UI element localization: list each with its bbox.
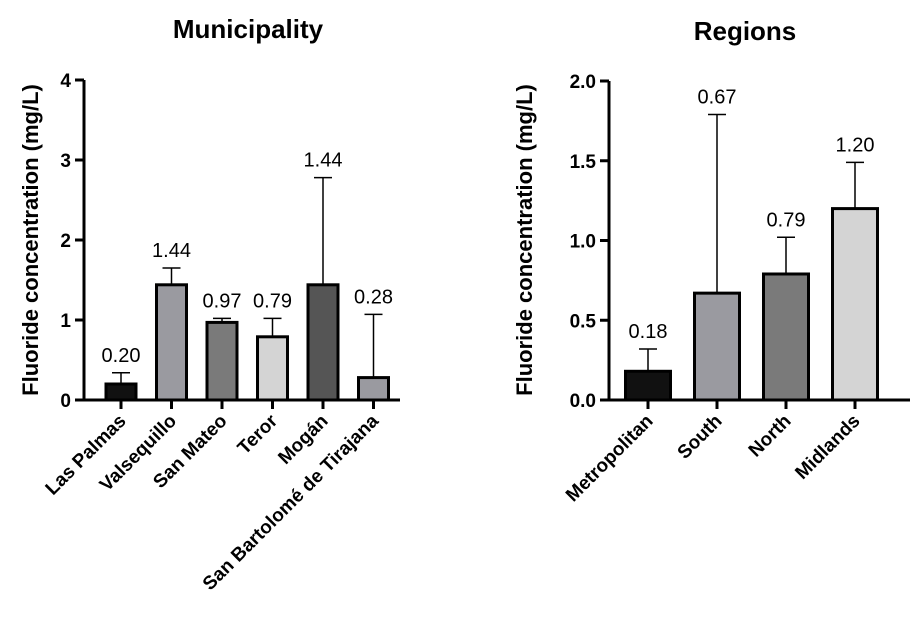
- y-tick-label: 1: [60, 311, 71, 332]
- y-tick-label: 4: [60, 71, 71, 92]
- regions-chart-panel: Regions Fluoride concentration (mg/L) 0.…: [512, 16, 910, 506]
- y-tick-label: 1.5: [570, 152, 597, 173]
- data-label: 1.44: [304, 150, 343, 172]
- bar: [357, 376, 390, 402]
- y-tick-label: 0.5: [570, 311, 597, 332]
- x-tick-label: North: [745, 411, 796, 462]
- y-axis-label: Fluoride concentration (mg/L): [512, 84, 537, 396]
- y-axis-label: Fluoride concentration (mg/L): [18, 84, 43, 396]
- data-label: 0.97: [203, 290, 242, 312]
- chart-title: Regions: [694, 16, 797, 46]
- data-label: 0.79: [767, 209, 806, 231]
- data-label: 1.20: [836, 134, 875, 156]
- y-tick-label: 0: [60, 391, 71, 412]
- y-tick-label: 1.0: [570, 232, 596, 253]
- bar: [155, 283, 188, 402]
- y-tick-label: 2: [60, 231, 71, 252]
- data-label: 0.20: [102, 345, 141, 367]
- chart-title: Municipality: [173, 14, 324, 44]
- municipality-chart-panel: Municipality Fluoride concentration (mg/…: [18, 14, 400, 595]
- data-label: 0.79: [253, 290, 292, 312]
- bar: [762, 272, 810, 402]
- data-label: 0.28: [354, 286, 393, 308]
- data-label: 0.18: [629, 321, 668, 343]
- x-tick-label: South: [674, 411, 727, 464]
- x-tick-label: Metropolitan: [562, 411, 657, 506]
- bar: [104, 382, 138, 402]
- x-tick-label: Teror: [234, 410, 283, 459]
- data-label: 1.44: [152, 240, 191, 262]
- y-tick-label: 2.0: [570, 72, 596, 93]
- bar: [205, 320, 239, 402]
- data-label: 0.67: [698, 86, 737, 108]
- bar: [831, 207, 879, 402]
- bar: [306, 283, 340, 402]
- bar: [693, 291, 741, 402]
- bar: [624, 369, 672, 402]
- x-tick-label: Midlands: [791, 411, 864, 484]
- y-tick-label: 3: [60, 151, 71, 172]
- y-tick-label: 0.0: [570, 391, 596, 412]
- bar: [256, 335, 289, 402]
